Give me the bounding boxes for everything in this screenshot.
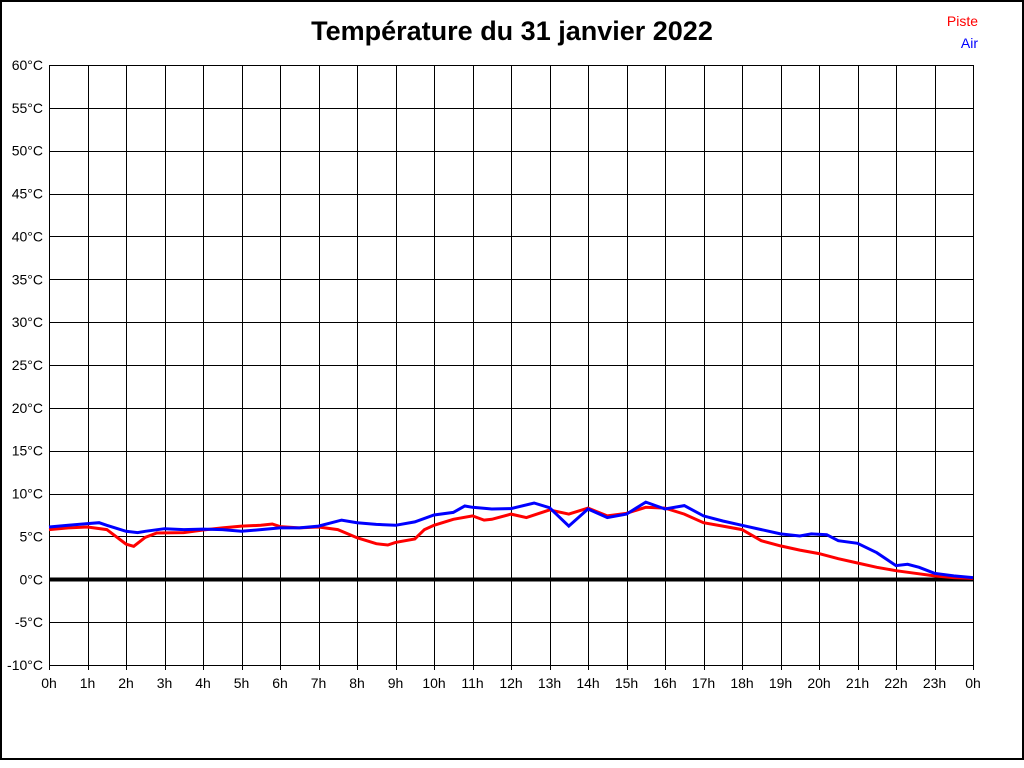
chart-title: Température du 31 janvier 2022 bbox=[311, 16, 713, 46]
y-tick-label: 35°C bbox=[12, 271, 43, 287]
y-tick-label: 60°C bbox=[12, 57, 43, 73]
x-tick-label: 14h bbox=[576, 675, 599, 691]
x-tick-label: 17h bbox=[692, 675, 715, 691]
x-tick-label: 11h bbox=[461, 675, 483, 691]
x-tick-label: 15h bbox=[615, 675, 638, 691]
y-axis-tick-labels: 60°C 55°C 50°C 45°C 40°C 35°C 30°C 25°C 20°C 15°C… bbox=[7, 57, 43, 673]
x-tick-label: 16h bbox=[653, 675, 676, 691]
legend-item-piste: Piste bbox=[946, 13, 978, 29]
x-tick-label: 22h bbox=[884, 675, 907, 691]
y-tick-label: 15°C bbox=[12, 443, 43, 459]
x-tick-label: 13h bbox=[538, 675, 561, 691]
x-tick-label: 7h bbox=[311, 675, 327, 691]
x-tick-label: 18h bbox=[730, 675, 753, 691]
x-tick-label: 4h bbox=[195, 675, 211, 691]
x-tick-label: 23h bbox=[923, 675, 946, 691]
x-tick-label: 19h bbox=[769, 675, 792, 691]
y-tick-label: 20°C bbox=[12, 400, 43, 416]
y-tick-label: 40°C bbox=[12, 228, 43, 244]
x-tick-label: 20h bbox=[807, 675, 830, 691]
y-tick-label: 25°C bbox=[12, 357, 43, 373]
x-tick-label: 2h bbox=[118, 675, 134, 691]
y-tick-label: -10°C bbox=[7, 657, 43, 673]
x-tick-label: 12h bbox=[499, 675, 522, 691]
chart-legend: Piste Air bbox=[947, 10, 978, 54]
x-tick-label: 0h bbox=[41, 675, 57, 691]
y-tick-label: 10°C bbox=[12, 486, 43, 502]
x-axis-tick-labels: 0h 1h 2h 3h 4h 5h 6h 7h 8h 9h 10h 11h 12h 13h 14h 15h 16… bbox=[41, 675, 981, 691]
y-tick-label: -5°C bbox=[15, 614, 43, 630]
legend-item-air: Air bbox=[960, 35, 978, 51]
x-tick-label: 10h bbox=[422, 675, 445, 691]
y-tick-label: 50°C bbox=[12, 143, 43, 159]
y-tick-label: 55°C bbox=[12, 100, 43, 116]
y-tick-label: 5°C bbox=[20, 528, 44, 544]
x-tick-label: 3h bbox=[157, 675, 173, 691]
x-tick-label: 8h bbox=[349, 675, 365, 691]
x-tick-label: 9h bbox=[388, 675, 404, 691]
y-tick-label: 30°C bbox=[12, 314, 43, 330]
x-tick-label: 6h bbox=[272, 675, 288, 691]
x-tick-label: 1h bbox=[80, 675, 96, 691]
y-tick-label: 0°C bbox=[20, 571, 44, 587]
series-air bbox=[48, 500, 974, 580]
x-tick-label: 5h bbox=[234, 675, 250, 691]
y-tick-label: 45°C bbox=[12, 186, 43, 202]
x-tick-label: 21h bbox=[846, 675, 869, 691]
x-tick-label: 0h bbox=[965, 675, 981, 691]
